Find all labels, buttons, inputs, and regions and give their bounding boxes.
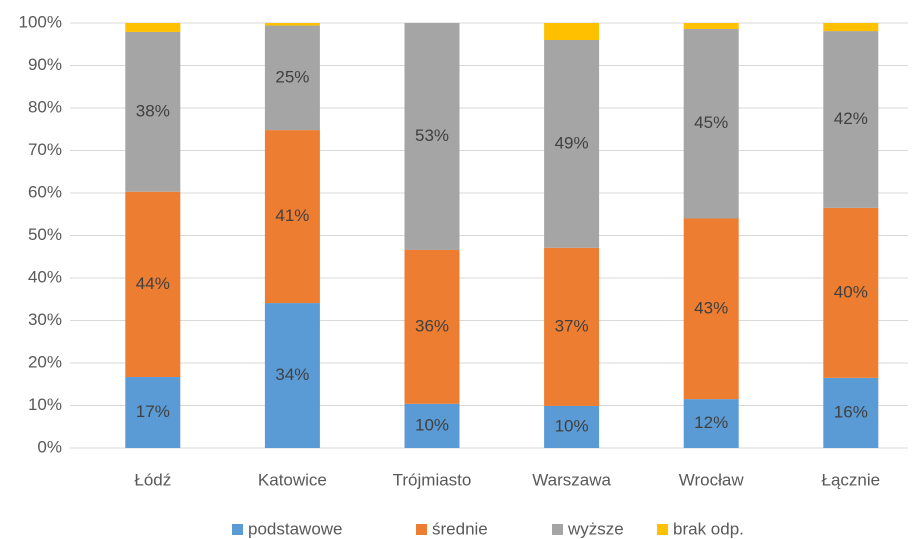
legend-label: wyższe bbox=[567, 519, 624, 538]
x-tick-label: Wrocław bbox=[679, 470, 745, 489]
bar-segment bbox=[264, 303, 320, 448]
data-label: 10% bbox=[555, 416, 589, 435]
data-label: 10% bbox=[415, 415, 449, 434]
y-tick-label: 90% bbox=[28, 55, 62, 74]
y-tick-label: 100% bbox=[19, 12, 62, 31]
data-label: 16% bbox=[834, 402, 868, 421]
data-label: 12% bbox=[694, 413, 728, 432]
y-tick-label: 30% bbox=[28, 310, 62, 329]
bar-segment bbox=[125, 191, 181, 378]
bar-segment bbox=[544, 247, 600, 406]
y-tick-label: 60% bbox=[28, 182, 62, 201]
bar-segment bbox=[683, 399, 739, 448]
data-label: 36% bbox=[415, 316, 449, 335]
y-tick-label: 70% bbox=[28, 140, 62, 159]
bar-segment bbox=[264, 23, 320, 26]
bar-segment bbox=[823, 207, 879, 378]
bar-segment bbox=[683, 218, 739, 400]
bar-segment bbox=[264, 25, 320, 131]
legend-label: podstawowe bbox=[248, 519, 343, 538]
bar-segment bbox=[544, 405, 600, 448]
data-label: 45% bbox=[694, 113, 728, 132]
y-tick-label: 80% bbox=[28, 97, 62, 116]
data-label: 17% bbox=[136, 402, 170, 421]
data-label: 40% bbox=[834, 282, 868, 301]
x-tick-label: Trójmiasto bbox=[393, 470, 472, 489]
data-label: 25% bbox=[275, 67, 309, 86]
data-label: 43% bbox=[694, 298, 728, 317]
bar-segment bbox=[125, 23, 181, 32]
bar-segment bbox=[125, 377, 181, 448]
bar-segment bbox=[544, 40, 600, 248]
bar-segment bbox=[823, 23, 879, 32]
bar-segment bbox=[404, 23, 460, 250]
legend-label: średnie bbox=[432, 519, 488, 538]
data-label: 37% bbox=[555, 316, 589, 335]
x-tick-label: Warszawa bbox=[532, 470, 611, 489]
bar-segment bbox=[544, 23, 600, 40]
bar-segment bbox=[823, 31, 879, 208]
data-label: 38% bbox=[136, 101, 170, 120]
legend-swatch bbox=[657, 524, 668, 535]
legend-swatch bbox=[552, 524, 563, 535]
data-label: 44% bbox=[136, 274, 170, 293]
legend-label: brak odp. bbox=[673, 519, 744, 538]
legend-swatch bbox=[232, 524, 243, 535]
legend-swatch bbox=[416, 524, 427, 535]
bar-segment bbox=[683, 28, 739, 219]
bar-segment bbox=[404, 249, 460, 404]
data-label: 34% bbox=[275, 365, 309, 384]
bar-segment bbox=[404, 403, 460, 448]
bar-segment bbox=[264, 130, 320, 304]
x-tick-label: Łódź bbox=[134, 470, 171, 489]
data-label: 53% bbox=[415, 126, 449, 145]
y-tick-label: 40% bbox=[28, 267, 62, 286]
data-label: 42% bbox=[834, 109, 868, 128]
bar-segment bbox=[823, 377, 879, 448]
data-label: 41% bbox=[275, 206, 309, 225]
y-tick-label: 10% bbox=[28, 395, 62, 414]
x-tick-label: Łącznie bbox=[821, 470, 880, 489]
y-tick-label: 20% bbox=[28, 352, 62, 371]
bar-segment bbox=[683, 23, 739, 29]
bar-segment bbox=[125, 31, 181, 192]
x-tick-label: Katowice bbox=[258, 470, 327, 489]
data-label: 49% bbox=[555, 133, 589, 152]
y-tick-label: 50% bbox=[28, 225, 62, 244]
y-tick-label: 0% bbox=[37, 437, 62, 456]
